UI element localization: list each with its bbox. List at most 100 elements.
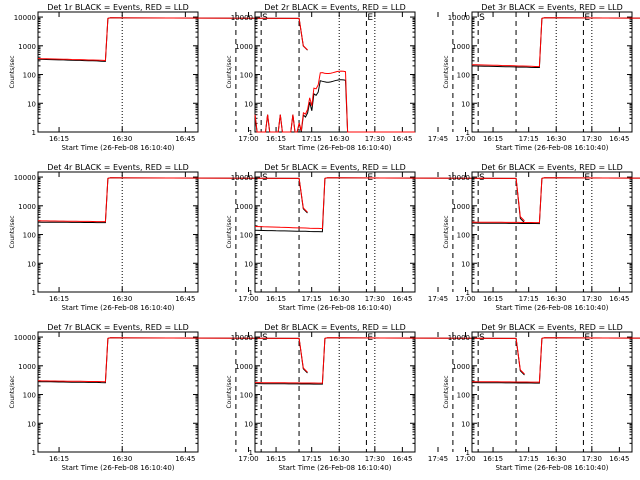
y-tick-label: 10 bbox=[27, 260, 36, 268]
lld-series-line bbox=[37, 337, 308, 383]
y-tick-label: 1000 bbox=[235, 203, 253, 211]
lld-series-line bbox=[471, 177, 640, 224]
y-axis-label: Counts/sec bbox=[226, 55, 233, 88]
x-tick-label: 17:30 bbox=[365, 295, 385, 303]
y-tick-label: 10000 bbox=[231, 334, 253, 342]
y-tick-label: 10 bbox=[461, 100, 470, 108]
y-tick-label: 1 bbox=[32, 449, 36, 457]
plot-frame bbox=[37, 171, 199, 293]
plot-frame bbox=[471, 331, 633, 453]
y-axis-label: Counts/sec bbox=[9, 55, 16, 88]
x-tick-label: 16:45 bbox=[392, 295, 412, 303]
plot-frame bbox=[37, 331, 199, 453]
x-axis-label: Start Time (26-Feb-08 16:10:40) bbox=[278, 304, 391, 312]
x-tick-label: 16:45 bbox=[175, 455, 195, 463]
y-tick-label: 10 bbox=[27, 420, 36, 428]
y-tick-label: 10 bbox=[461, 260, 470, 268]
lld-series-line bbox=[37, 177, 308, 223]
y-tick-label: 1000 bbox=[18, 363, 36, 371]
panel-1: Det 1r BLACK = Events, RED = LLD 1 10 100 10… bbox=[9, 3, 448, 152]
lld-series-line bbox=[255, 337, 525, 384]
y-tick-label: 1000 bbox=[18, 203, 36, 211]
panel-8: Det 8r BLACK = Events, RED = LLD 1 10 100 10… bbox=[226, 323, 602, 472]
x-tick-label: 17:30 bbox=[365, 135, 385, 143]
panel-6: Det 6r BLACK = Events, RED = LLD 1 10 100 10… bbox=[443, 163, 640, 312]
y-axis-label: Counts/sec bbox=[443, 55, 450, 88]
x-axis-label: Start Time (26-Feb-08 16:10:40) bbox=[495, 144, 608, 152]
y-tick-label: 10000 bbox=[14, 334, 36, 342]
panel-title: Det 5r BLACK = Events, RED = LLD bbox=[264, 163, 406, 172]
panel-title: Det 7r BLACK = Events, RED = LLD bbox=[47, 323, 189, 332]
x-tick-label: 16:30 bbox=[112, 295, 132, 303]
x-tick-label: 17:45 bbox=[428, 135, 448, 143]
plot-frame bbox=[254, 11, 416, 133]
y-tick-label: 1000 bbox=[452, 363, 470, 371]
y-tick-label: 10000 bbox=[14, 174, 36, 182]
y-tick-label: 100 bbox=[240, 392, 253, 400]
x-tick-label: 16:45 bbox=[392, 135, 412, 143]
y-tick-label: 1 bbox=[32, 289, 36, 297]
plot-frame bbox=[254, 331, 416, 453]
x-tick-label: 17:15 bbox=[302, 135, 322, 143]
y-tick-label: 1000 bbox=[235, 363, 253, 371]
panel-title: Det 8r BLACK = Events, RED = LLD bbox=[264, 323, 406, 332]
y-tick-label: 1000 bbox=[452, 43, 470, 51]
y-axis-label: Counts/sec bbox=[9, 215, 16, 248]
x-tick-label: 17:15 bbox=[302, 455, 322, 463]
x-tick-label: 16:30 bbox=[329, 455, 349, 463]
lld-series-line bbox=[37, 17, 308, 62]
x-tick-label: 16:15 bbox=[266, 135, 286, 143]
x-axis-label: Start Time (26-Feb-08 16:10:40) bbox=[495, 304, 608, 312]
lld-series-line bbox=[254, 70, 415, 133]
events-series-line bbox=[38, 337, 308, 384]
y-tick-label: 100 bbox=[240, 232, 253, 240]
panel-title: Det 4r BLACK = Events, RED = LLD bbox=[47, 163, 189, 172]
x-tick-label: 16:30 bbox=[329, 295, 349, 303]
y-tick-label: 10 bbox=[244, 100, 253, 108]
x-tick-label: 16:15 bbox=[483, 455, 503, 463]
y-tick-label: 100 bbox=[240, 72, 253, 80]
y-tick-label: 100 bbox=[457, 392, 470, 400]
x-tick-label: 16:15 bbox=[266, 295, 286, 303]
y-tick-label: 1 bbox=[249, 449, 253, 457]
x-axis-label: Start Time (26-Feb-08 16:10:40) bbox=[61, 304, 174, 312]
x-tick-label: 17:45 bbox=[428, 455, 448, 463]
panel-title: Det 6r BLACK = Events, RED = LLD bbox=[481, 163, 623, 172]
x-tick-label: 17:00 bbox=[455, 455, 475, 463]
y-tick-label: 10000 bbox=[448, 174, 470, 182]
y-tick-label: 100 bbox=[457, 232, 470, 240]
y-tick-label: 1 bbox=[466, 289, 470, 297]
x-axis-label: Start Time (26-Feb-08 16:10:40) bbox=[278, 144, 391, 152]
y-tick-label: 10000 bbox=[231, 14, 253, 22]
y-tick-label: 1000 bbox=[452, 203, 470, 211]
plot-frame bbox=[471, 171, 633, 293]
panel-3: Det 3r BLACK = Events, RED = LLD 1 10 100 10… bbox=[443, 3, 640, 152]
y-tick-label: 1 bbox=[249, 289, 253, 297]
y-tick-label: 100 bbox=[23, 232, 36, 240]
y-axis-label: Counts/sec bbox=[443, 375, 450, 408]
x-tick-label: 16:45 bbox=[609, 135, 629, 143]
x-tick-label: 16:45 bbox=[609, 455, 629, 463]
events-series-line bbox=[37, 17, 308, 62]
x-tick-label: 17:45 bbox=[428, 295, 448, 303]
y-tick-label: 10 bbox=[27, 100, 36, 108]
x-tick-label: 16:30 bbox=[329, 135, 349, 143]
x-tick-label: 16:45 bbox=[175, 135, 195, 143]
y-tick-label: 10 bbox=[461, 420, 470, 428]
y-tick-label: 10 bbox=[244, 420, 253, 428]
y-tick-label: 1 bbox=[466, 449, 470, 457]
panel-title: Det 9r BLACK = Events, RED = LLD bbox=[481, 323, 623, 332]
y-tick-label: 100 bbox=[23, 392, 36, 400]
marker-label: E bbox=[367, 13, 373, 23]
x-tick-label: 16:15 bbox=[483, 135, 503, 143]
y-tick-label: 1 bbox=[466, 129, 470, 137]
x-tick-label: 16:30 bbox=[546, 455, 566, 463]
plot-frame bbox=[37, 11, 199, 133]
y-axis-label: Counts/sec bbox=[226, 375, 233, 408]
x-tick-label: 17:15 bbox=[302, 295, 322, 303]
y-tick-label: 1 bbox=[249, 129, 253, 137]
lld-series-line bbox=[472, 337, 640, 383]
x-tick-label: 16:30 bbox=[112, 455, 132, 463]
y-tick-label: 100 bbox=[23, 72, 36, 80]
